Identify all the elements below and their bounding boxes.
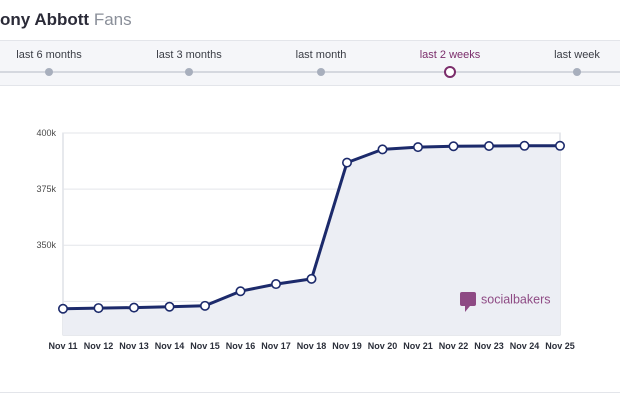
range-option-dot [573,68,581,76]
data-point [412,142,423,153]
data-point [129,302,140,313]
x-tick-label: Nov 17 [261,341,291,351]
range-option-dot [45,68,53,76]
socialbakers-logo[interactable]: socialbakers [460,292,550,312]
data-points [57,140,565,314]
y-axis-ticks: 350k 375k 400k [36,128,56,250]
x-tick-label: Nov 14 [155,341,185,351]
x-tick-label: Nov 21 [403,341,433,351]
x-tick-label: Nov 19 [332,341,362,351]
data-point [93,303,104,314]
x-axis-ticks: Nov 11 Nov 12 Nov 13 Nov 14 Nov 15 Nov 16 Nov … [48,341,574,351]
x-tick-label: Nov 12 [84,341,114,351]
data-point [377,144,388,155]
x-tick-label: Nov 16 [226,341,256,351]
y-tick-label: 375k [36,184,56,194]
range-option-label: last 3 months [156,49,222,61]
socialbakers-icon-tail [465,306,470,312]
footer-divider [0,392,620,393]
range-option-dot [185,68,193,76]
time-range-selector: last 6 months last 3 months last month l… [0,40,620,86]
x-tick-label: Nov 25 [545,341,575,351]
range-option-label: last 2 weeks [419,49,481,61]
range-option-dot [317,68,325,76]
page-title-suffix: Fans [93,10,132,29]
data-point [235,286,246,297]
y-tick-label: 400k [36,128,56,138]
time-range-track [0,71,620,73]
data-point [57,303,68,314]
page-title: ony Abbott Fans [0,10,132,30]
series-area [63,145,560,335]
range-option-dot-selected [444,66,456,78]
data-point [448,141,459,152]
data-point [270,279,281,290]
range-option-label: last 6 months [16,49,82,61]
data-point [483,141,494,152]
x-tick-label: Nov 22 [439,341,469,351]
x-tick-label: Nov 23 [474,341,504,351]
data-point [306,273,317,284]
data-point [341,157,352,168]
range-option-label: last month [295,49,347,61]
socialbakers-wordmark: socialbakers [481,293,550,307]
x-tick-label: Nov 13 [119,341,149,351]
x-tick-label: Nov 24 [510,341,540,351]
x-tick-label: Nov 18 [297,341,327,351]
x-tick-label: Nov 15 [190,341,220,351]
data-point [554,140,565,151]
range-option-label: last week [554,49,600,61]
socialbakers-icon [460,292,476,306]
x-tick-label: Nov 20 [368,341,398,351]
data-point [519,140,530,151]
x-tick-label: Nov 11 [48,341,77,351]
data-point [164,301,175,312]
y-tick-label: 350k [36,240,56,250]
page-title-name: ony Abbott [0,10,90,29]
data-point [200,300,211,311]
